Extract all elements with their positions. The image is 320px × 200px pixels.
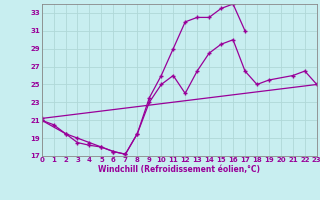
X-axis label: Windchill (Refroidissement éolien,°C): Windchill (Refroidissement éolien,°C)	[98, 165, 260, 174]
